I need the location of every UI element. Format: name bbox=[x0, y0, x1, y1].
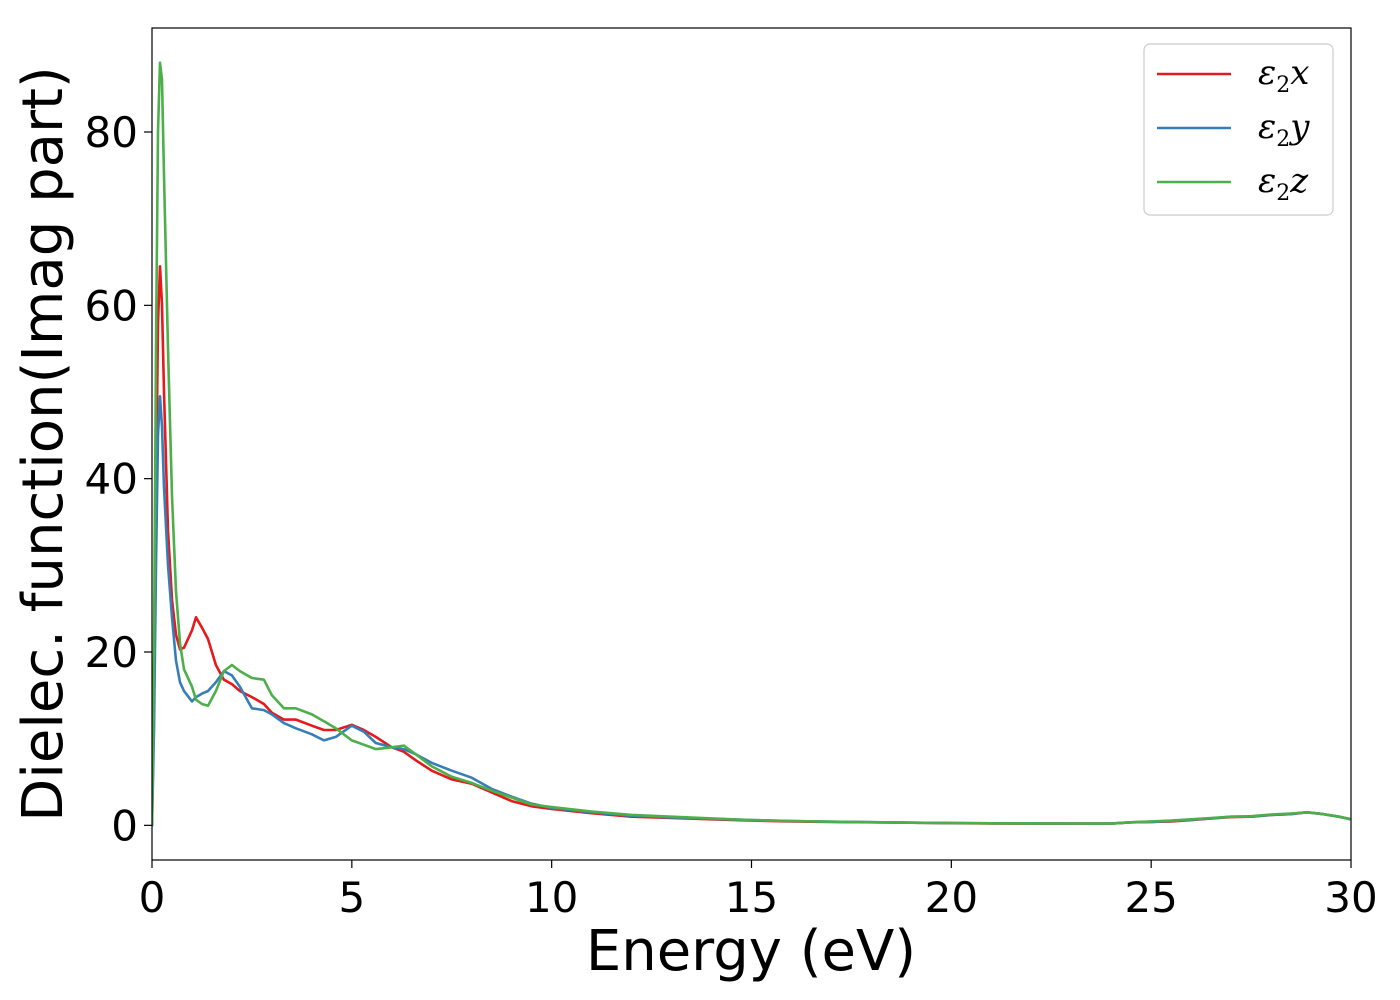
y-axis: 0 20 40 60 80 bbox=[85, 108, 152, 850]
x-tick-label: 20 bbox=[925, 873, 978, 922]
y-tick-label: 80 bbox=[85, 108, 138, 157]
legend-label-z: ε2z bbox=[1258, 161, 1309, 206]
series-line-z bbox=[152, 61, 1351, 827]
y-tick-label: 0 bbox=[111, 801, 138, 850]
x-tick-label: 30 bbox=[1324, 873, 1377, 922]
y-axis-title: Dielec. function(Imag part) bbox=[11, 66, 76, 822]
y-tick-label: 20 bbox=[85, 628, 138, 677]
series-lines bbox=[152, 61, 1351, 827]
x-axis: 0 5 10 15 20 25 30 bbox=[139, 860, 1378, 922]
x-tick-label: 10 bbox=[525, 873, 578, 922]
x-axis-title: Energy (eV) bbox=[586, 919, 916, 984]
x-tick-label: 5 bbox=[338, 873, 365, 922]
x-tick-label: 25 bbox=[1124, 873, 1177, 922]
legend-box bbox=[1143, 43, 1334, 216]
y-tick-label: 40 bbox=[85, 455, 138, 504]
legend-label-x: ε2x bbox=[1258, 53, 1309, 98]
x-tick-label: 15 bbox=[725, 873, 778, 922]
legend-label-y: ε2y bbox=[1258, 107, 1310, 152]
legend: ε2x ε2y ε2z bbox=[1143, 43, 1334, 216]
x-tick-label: 0 bbox=[139, 873, 166, 922]
y-tick-label: 60 bbox=[85, 281, 138, 330]
